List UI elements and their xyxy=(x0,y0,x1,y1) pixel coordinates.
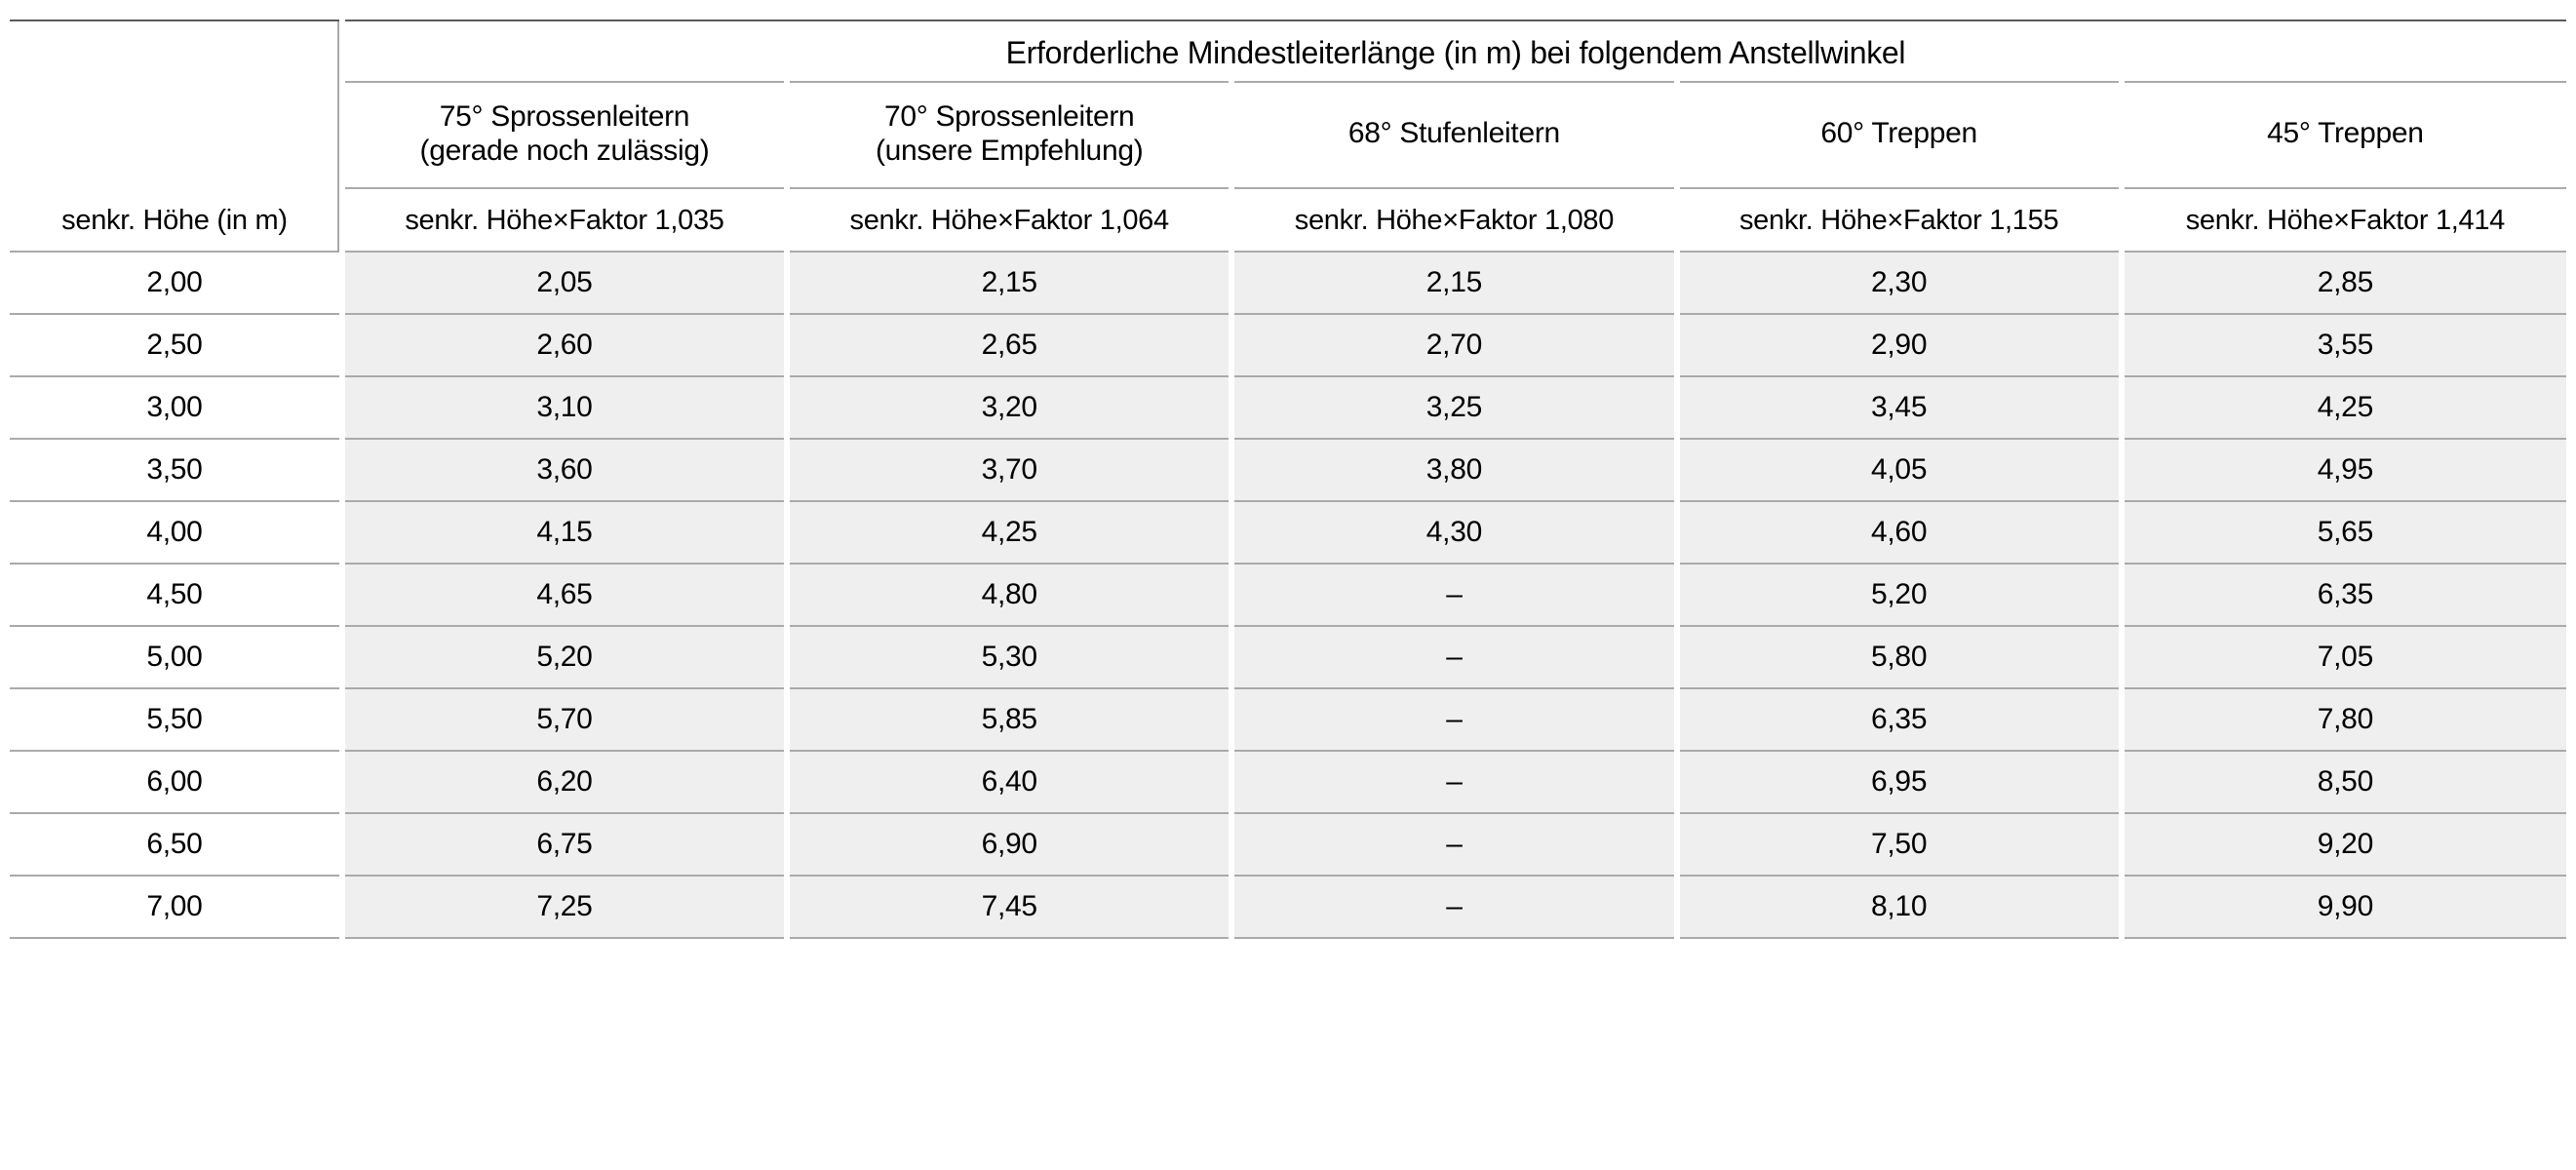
col-header-70: 70° Sprossenleitern (unsere Empfehlung) xyxy=(787,82,1231,188)
col-header-60: 60° Treppen xyxy=(1677,82,2122,188)
row-header-label: senkr. Höhe (in m) xyxy=(10,188,342,252)
row-height: 6,50 xyxy=(10,813,342,876)
data-cell: 5,65 xyxy=(2122,501,2566,564)
data-cell: 6,90 xyxy=(787,813,1231,876)
data-cell: 4,25 xyxy=(787,501,1231,564)
data-cell: 4,95 xyxy=(2122,439,2566,501)
row-height: 7,00 xyxy=(10,876,342,938)
col-header-angle: 60° Treppen xyxy=(1820,117,1976,149)
row-height: 6,00 xyxy=(10,751,342,813)
data-cell: – xyxy=(1231,688,1676,751)
data-cell: 3,20 xyxy=(787,376,1231,439)
data-cell: 4,05 xyxy=(1677,439,2122,501)
table-row: 6,50 6,75 6,90 – 7,50 9,20 xyxy=(10,813,2566,876)
col-header-angle: 75° Sprossenleitern xyxy=(440,100,689,133)
header-blank-topleft xyxy=(10,20,342,188)
col-header-45: 45° Treppen xyxy=(2122,82,2566,188)
data-cell: 4,15 xyxy=(342,501,787,564)
data-cell: 8,10 xyxy=(1677,876,2122,938)
table-row: 4,00 4,15 4,25 4,30 4,60 5,65 xyxy=(10,501,2566,564)
col-header-angle: 45° Treppen xyxy=(2267,117,2423,149)
data-cell: 7,50 xyxy=(1677,813,2122,876)
data-cell: 2,60 xyxy=(342,314,787,376)
data-cell: 4,25 xyxy=(2122,376,2566,439)
data-cell: 3,10 xyxy=(342,376,787,439)
data-cell: 5,30 xyxy=(787,626,1231,688)
col-header-68: 68° Stufenleitern xyxy=(1231,82,1676,188)
factor-cell: senkr. Höhe×Faktor 1,064 xyxy=(787,188,1231,252)
data-cell: – xyxy=(1231,626,1676,688)
data-cell: 5,85 xyxy=(787,688,1231,751)
ladder-length-table: Erforderliche Mindestleiterlänge (in m) … xyxy=(10,20,2566,939)
table-body: 2,00 2,05 2,15 2,15 2,30 2,85 2,50 2,60 … xyxy=(10,252,2566,938)
data-cell: – xyxy=(1231,813,1676,876)
data-cell: 6,95 xyxy=(1677,751,2122,813)
data-cell: 4,60 xyxy=(1677,501,2122,564)
data-cell: 3,60 xyxy=(342,439,787,501)
data-cell: 5,20 xyxy=(342,626,787,688)
data-cell: 4,80 xyxy=(787,564,1231,626)
row-height: 3,00 xyxy=(10,376,342,439)
data-cell: 9,90 xyxy=(2122,876,2566,938)
table-row: 6,00 6,20 6,40 – 6,95 8,50 xyxy=(10,751,2566,813)
data-cell: 5,80 xyxy=(1677,626,2122,688)
data-cell: – xyxy=(1231,876,1676,938)
data-cell: 6,20 xyxy=(342,751,787,813)
data-cell: – xyxy=(1231,751,1676,813)
col-header-qualifier: (gerade noch zulässig) xyxy=(353,135,776,169)
row-height: 5,50 xyxy=(10,688,342,751)
data-cell: 3,45 xyxy=(1677,376,2122,439)
data-cell: 7,05 xyxy=(2122,626,2566,688)
row-height: 4,50 xyxy=(10,564,342,626)
header-span-title: Erforderliche Mindestleiterlänge (in m) … xyxy=(342,20,2566,82)
table-row: 7,00 7,25 7,45 – 8,10 9,90 xyxy=(10,876,2566,938)
data-cell: 2,30 xyxy=(1677,252,2122,314)
col-header-75: 75° Sprossenleitern (gerade noch zulässi… xyxy=(342,82,787,188)
data-cell: 6,40 xyxy=(787,751,1231,813)
data-cell: 5,20 xyxy=(1677,564,2122,626)
data-cell: 6,35 xyxy=(2122,564,2566,626)
data-cell: 6,35 xyxy=(1677,688,2122,751)
factor-cell: senkr. Höhe×Faktor 1,080 xyxy=(1231,188,1676,252)
row-height: 3,50 xyxy=(10,439,342,501)
table-row: 2,50 2,60 2,65 2,70 2,90 3,55 xyxy=(10,314,2566,376)
factor-cell: senkr. Höhe×Faktor 1,414 xyxy=(2122,188,2566,252)
data-cell: 2,65 xyxy=(787,314,1231,376)
data-cell: 2,90 xyxy=(1677,314,2122,376)
data-cell: 2,05 xyxy=(342,252,787,314)
row-height: 5,00 xyxy=(10,626,342,688)
data-cell: 2,15 xyxy=(787,252,1231,314)
data-cell: 5,70 xyxy=(342,688,787,751)
data-cell: 3,80 xyxy=(1231,439,1676,501)
data-cell: 3,70 xyxy=(787,439,1231,501)
table-row: 5,00 5,20 5,30 – 5,80 7,05 xyxy=(10,626,2566,688)
table-row: 4,50 4,65 4,80 – 5,20 6,35 xyxy=(10,564,2566,626)
factor-cell: senkr. Höhe×Faktor 1,035 xyxy=(342,188,787,252)
table-row: 5,50 5,70 5,85 – 6,35 7,80 xyxy=(10,688,2566,751)
row-height: 2,50 xyxy=(10,314,342,376)
data-cell: 8,50 xyxy=(2122,751,2566,813)
data-cell: 2,15 xyxy=(1231,252,1676,314)
data-cell: – xyxy=(1231,564,1676,626)
data-cell: 3,25 xyxy=(1231,376,1676,439)
col-header-angle: 68° Stufenleitern xyxy=(1348,117,1560,149)
data-cell: 7,80 xyxy=(2122,688,2566,751)
table-row: 3,00 3,10 3,20 3,25 3,45 4,25 xyxy=(10,376,2566,439)
table-row: 3,50 3,60 3,70 3,80 4,05 4,95 xyxy=(10,439,2566,501)
data-cell: 7,45 xyxy=(787,876,1231,938)
factor-cell: senkr. Höhe×Faktor 1,155 xyxy=(1677,188,2122,252)
data-cell: 6,75 xyxy=(342,813,787,876)
data-cell: 2,85 xyxy=(2122,252,2566,314)
data-cell: 4,65 xyxy=(342,564,787,626)
col-header-qualifier: (unsere Empfehlung) xyxy=(798,135,1221,169)
table-row: 2,00 2,05 2,15 2,15 2,30 2,85 xyxy=(10,252,2566,314)
data-cell: 3,55 xyxy=(2122,314,2566,376)
row-height: 4,00 xyxy=(10,501,342,564)
data-cell: 9,20 xyxy=(2122,813,2566,876)
data-cell: 7,25 xyxy=(342,876,787,938)
row-height: 2,00 xyxy=(10,252,342,314)
data-cell: 2,70 xyxy=(1231,314,1676,376)
data-cell: 4,30 xyxy=(1231,501,1676,564)
col-header-angle: 70° Sprossenleitern xyxy=(884,100,1134,133)
